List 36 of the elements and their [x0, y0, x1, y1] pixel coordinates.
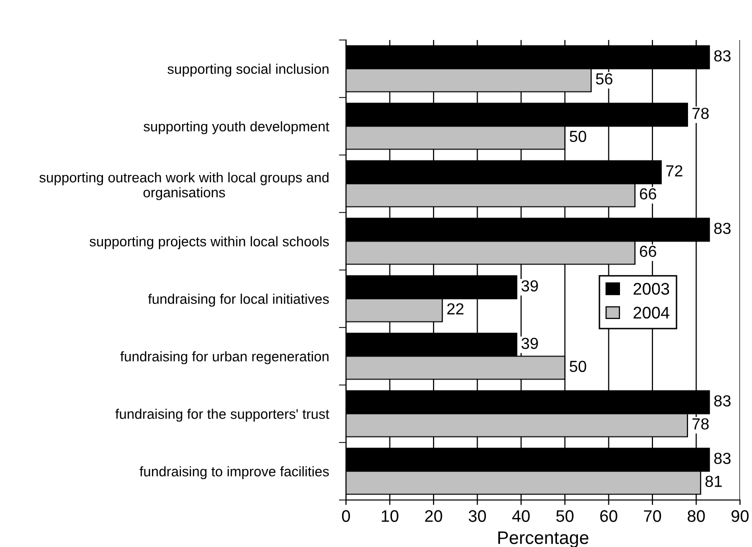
y-tick-label: supporting outreach work with local groups and organisations — [39, 172, 328, 200]
data-label: 81 — [705, 476, 722, 488]
data-label: 66 — [640, 188, 656, 200]
data-label: 50 — [570, 130, 586, 142]
x-tick-label: 50 — [556, 510, 574, 522]
y-tick-label: supporting social inclusion — [168, 64, 328, 77]
legend-label: 2003 — [634, 282, 670, 295]
y-tick-label: fundraising for local initiatives — [148, 294, 329, 307]
data-label: 83 — [714, 50, 731, 62]
x-tick-label: 20 — [425, 510, 442, 522]
data-label: 56 — [596, 73, 612, 85]
data-label: 83 — [714, 222, 731, 234]
data-label: 83 — [714, 395, 731, 407]
x-tick-label: 70 — [644, 510, 662, 522]
y-tick-label: fundraising for urban regeneration — [120, 351, 328, 364]
data-label: 39 — [522, 338, 538, 350]
x-tick-label: 10 — [382, 510, 398, 522]
data-label: 50 — [570, 360, 586, 372]
data-label: 78 — [692, 418, 709, 430]
y-tick-label: fundraising for the supporters' trust — [115, 408, 330, 422]
data-label: 83 — [714, 452, 731, 464]
x-tick-label: 80 — [688, 510, 705, 522]
data-label: 39 — [522, 280, 538, 292]
y-tick-label: supporting projects within local schools — [90, 236, 329, 250]
data-label: 22 — [447, 303, 464, 314]
data-label: 72 — [666, 165, 682, 176]
data-label: 66 — [640, 246, 656, 258]
y-tick-label: fundraising to improve facilities — [140, 466, 329, 480]
data-label: 78 — [692, 108, 709, 120]
y-tick-label: supporting youth development — [144, 121, 330, 134]
x-tick-label: 60 — [600, 510, 618, 522]
x-tick-label: 90 — [732, 510, 749, 522]
x-tick-label: 30 — [468, 510, 486, 522]
legend-label: 2004 — [634, 306, 670, 319]
x-tick-label: 0 — [342, 510, 350, 522]
x-tick-label: 40 — [512, 510, 530, 522]
